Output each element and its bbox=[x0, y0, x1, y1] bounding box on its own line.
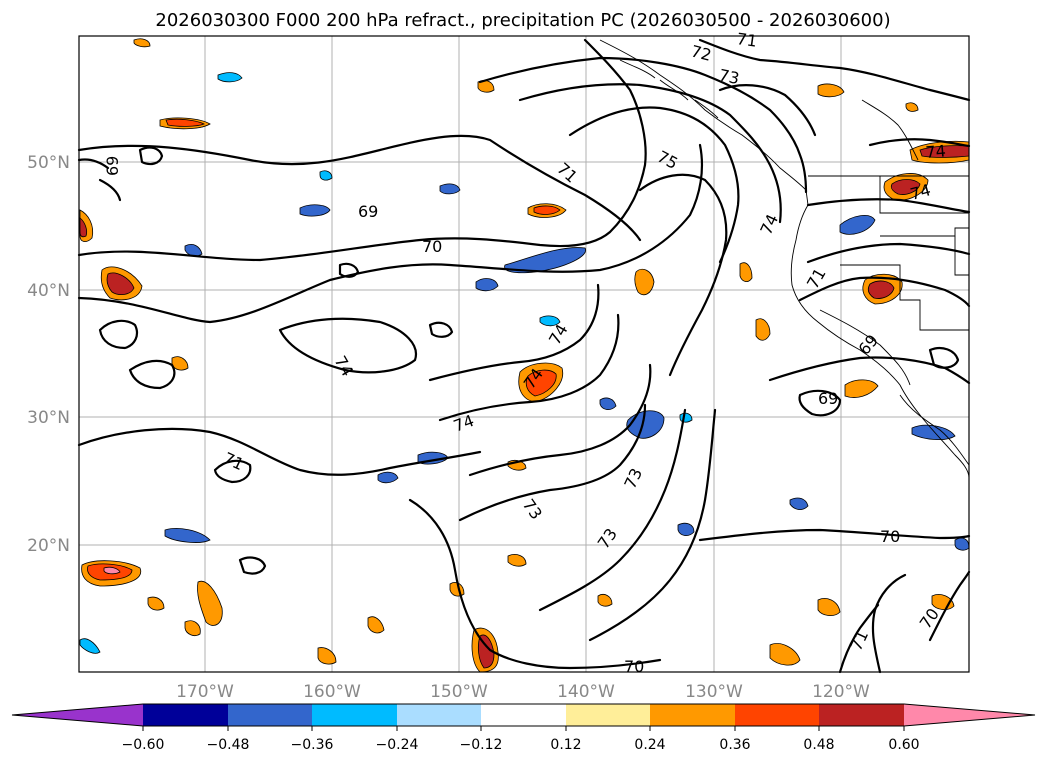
contour-label: 69 bbox=[818, 389, 838, 408]
precip-negative-region bbox=[677, 522, 695, 536]
colorbar-segment bbox=[819, 704, 904, 726]
precip-negative-region bbox=[299, 204, 331, 217]
precip-positive-region bbox=[867, 280, 895, 299]
map-border bbox=[78, 35, 970, 673]
contour-label: 70 bbox=[422, 237, 442, 256]
colorbar-label: −0.48 bbox=[207, 737, 250, 753]
coastlines bbox=[599, 39, 970, 479]
precip-positive-region bbox=[477, 634, 495, 669]
precip-positive-region bbox=[507, 554, 527, 567]
contour-label: 70 bbox=[880, 527, 900, 546]
precip-positive-region bbox=[533, 205, 561, 215]
precip-positive-region bbox=[106, 272, 135, 296]
precip-positive-region bbox=[739, 262, 753, 282]
precip-positive-region bbox=[755, 318, 771, 341]
precip-positive-region bbox=[525, 369, 557, 397]
precip-negative-region bbox=[439, 183, 461, 195]
colorbar-segment bbox=[735, 704, 819, 726]
precip-positive-region bbox=[769, 643, 801, 666]
contour-label: 73 bbox=[717, 65, 741, 88]
precip-negative-region bbox=[839, 215, 876, 235]
precip-positive-region bbox=[844, 379, 879, 398]
precip-negative-region bbox=[911, 424, 956, 440]
colorbar-segment bbox=[397, 704, 481, 726]
precip-positive-region bbox=[103, 566, 121, 575]
precip-negative-region bbox=[599, 397, 617, 410]
figure-title: 2026030300 F000 200 hPa refract., precip… bbox=[155, 10, 890, 31]
lat-label: 50°N bbox=[27, 153, 70, 173]
colorbar-segment bbox=[143, 704, 228, 726]
precip-negative-region bbox=[164, 528, 211, 543]
colorbar-extend-high bbox=[904, 704, 1035, 726]
lon-label: 120°W bbox=[812, 682, 870, 702]
precip-positive-region bbox=[890, 179, 921, 195]
colorbar-label: 0.60 bbox=[888, 737, 919, 753]
contour-label: 74 bbox=[908, 180, 933, 204]
precip-negative-region bbox=[377, 471, 399, 484]
colorbar-ticks bbox=[142, 726, 905, 731]
precip-positive-region bbox=[133, 38, 151, 48]
precip-positive-region bbox=[184, 620, 201, 636]
colorbar-label: 0.36 bbox=[719, 737, 750, 753]
colorbar-segment bbox=[481, 704, 566, 726]
lon-label: 150°W bbox=[430, 682, 488, 702]
precip-positive-region bbox=[147, 596, 165, 611]
precip-negative-region bbox=[475, 278, 499, 292]
contour-label: 74 bbox=[925, 141, 947, 162]
colorbar-label: 0.12 bbox=[550, 737, 581, 753]
precip-negative-region bbox=[79, 638, 101, 654]
precip-positive-region bbox=[905, 102, 919, 112]
contour-label: 71 bbox=[735, 29, 758, 51]
precip-positive-region bbox=[817, 598, 841, 616]
lon-label: 170°W bbox=[176, 682, 234, 702]
colorbar-segment bbox=[228, 704, 312, 726]
lon-label: 140°W bbox=[557, 682, 615, 702]
colorbar: −0.60 −0.48 −0.36 −0.24 −0.12 0.12 0.24 … bbox=[11, 703, 1036, 753]
contour-label: 69 bbox=[358, 202, 378, 221]
colorbar-label: −0.36 bbox=[291, 737, 334, 753]
colorbar-label: −0.24 bbox=[376, 737, 419, 753]
longitude-labels: 170°W 160°W 150°W 140°W 130°W 120°W bbox=[176, 682, 870, 702]
precip-positive-region bbox=[197, 580, 223, 626]
lat-label: 20°N bbox=[27, 536, 70, 556]
lat-label: 40°N bbox=[27, 281, 70, 301]
lon-label: 130°W bbox=[685, 682, 743, 702]
contour-label: 69 bbox=[103, 156, 122, 176]
precip-positive-region bbox=[367, 616, 385, 634]
colorbar-segment bbox=[566, 704, 650, 726]
gridlines bbox=[79, 36, 969, 672]
precip-negative-region bbox=[539, 315, 561, 327]
precip-negative-region bbox=[504, 247, 586, 274]
contour-label: 70 bbox=[624, 657, 644, 676]
colorbar-segment bbox=[312, 704, 397, 726]
colorbar-label: 0.24 bbox=[634, 737, 665, 753]
precip-positive-region bbox=[597, 594, 613, 607]
precip-positive-region bbox=[165, 118, 206, 127]
lat-label: 30°N bbox=[27, 408, 70, 428]
refractivity-contours bbox=[77, 38, 971, 674]
precip-negative-region bbox=[184, 244, 203, 257]
precip-negative-region bbox=[319, 170, 333, 181]
colorbar-label: 0.48 bbox=[803, 737, 834, 753]
precip-positive-region bbox=[317, 647, 337, 665]
precip-positive-region bbox=[634, 268, 655, 296]
contour-label: 72 bbox=[689, 41, 713, 64]
map-panel bbox=[79, 36, 969, 672]
colorbar-segment bbox=[650, 704, 735, 726]
precip-negative-region bbox=[679, 412, 693, 423]
colorbar-extend-low bbox=[12, 704, 143, 726]
latitude-labels: 50°N 40°N 30°N 20°N bbox=[27, 153, 70, 556]
precip-positive-region bbox=[79, 217, 88, 238]
lon-label: 160°W bbox=[303, 682, 361, 702]
precip-positive-region bbox=[817, 83, 845, 98]
colorbar-label: −0.60 bbox=[122, 737, 165, 753]
colorbar-label: −0.12 bbox=[460, 737, 503, 753]
precip-negative-region bbox=[217, 72, 243, 83]
precip-negative-region bbox=[789, 497, 809, 510]
